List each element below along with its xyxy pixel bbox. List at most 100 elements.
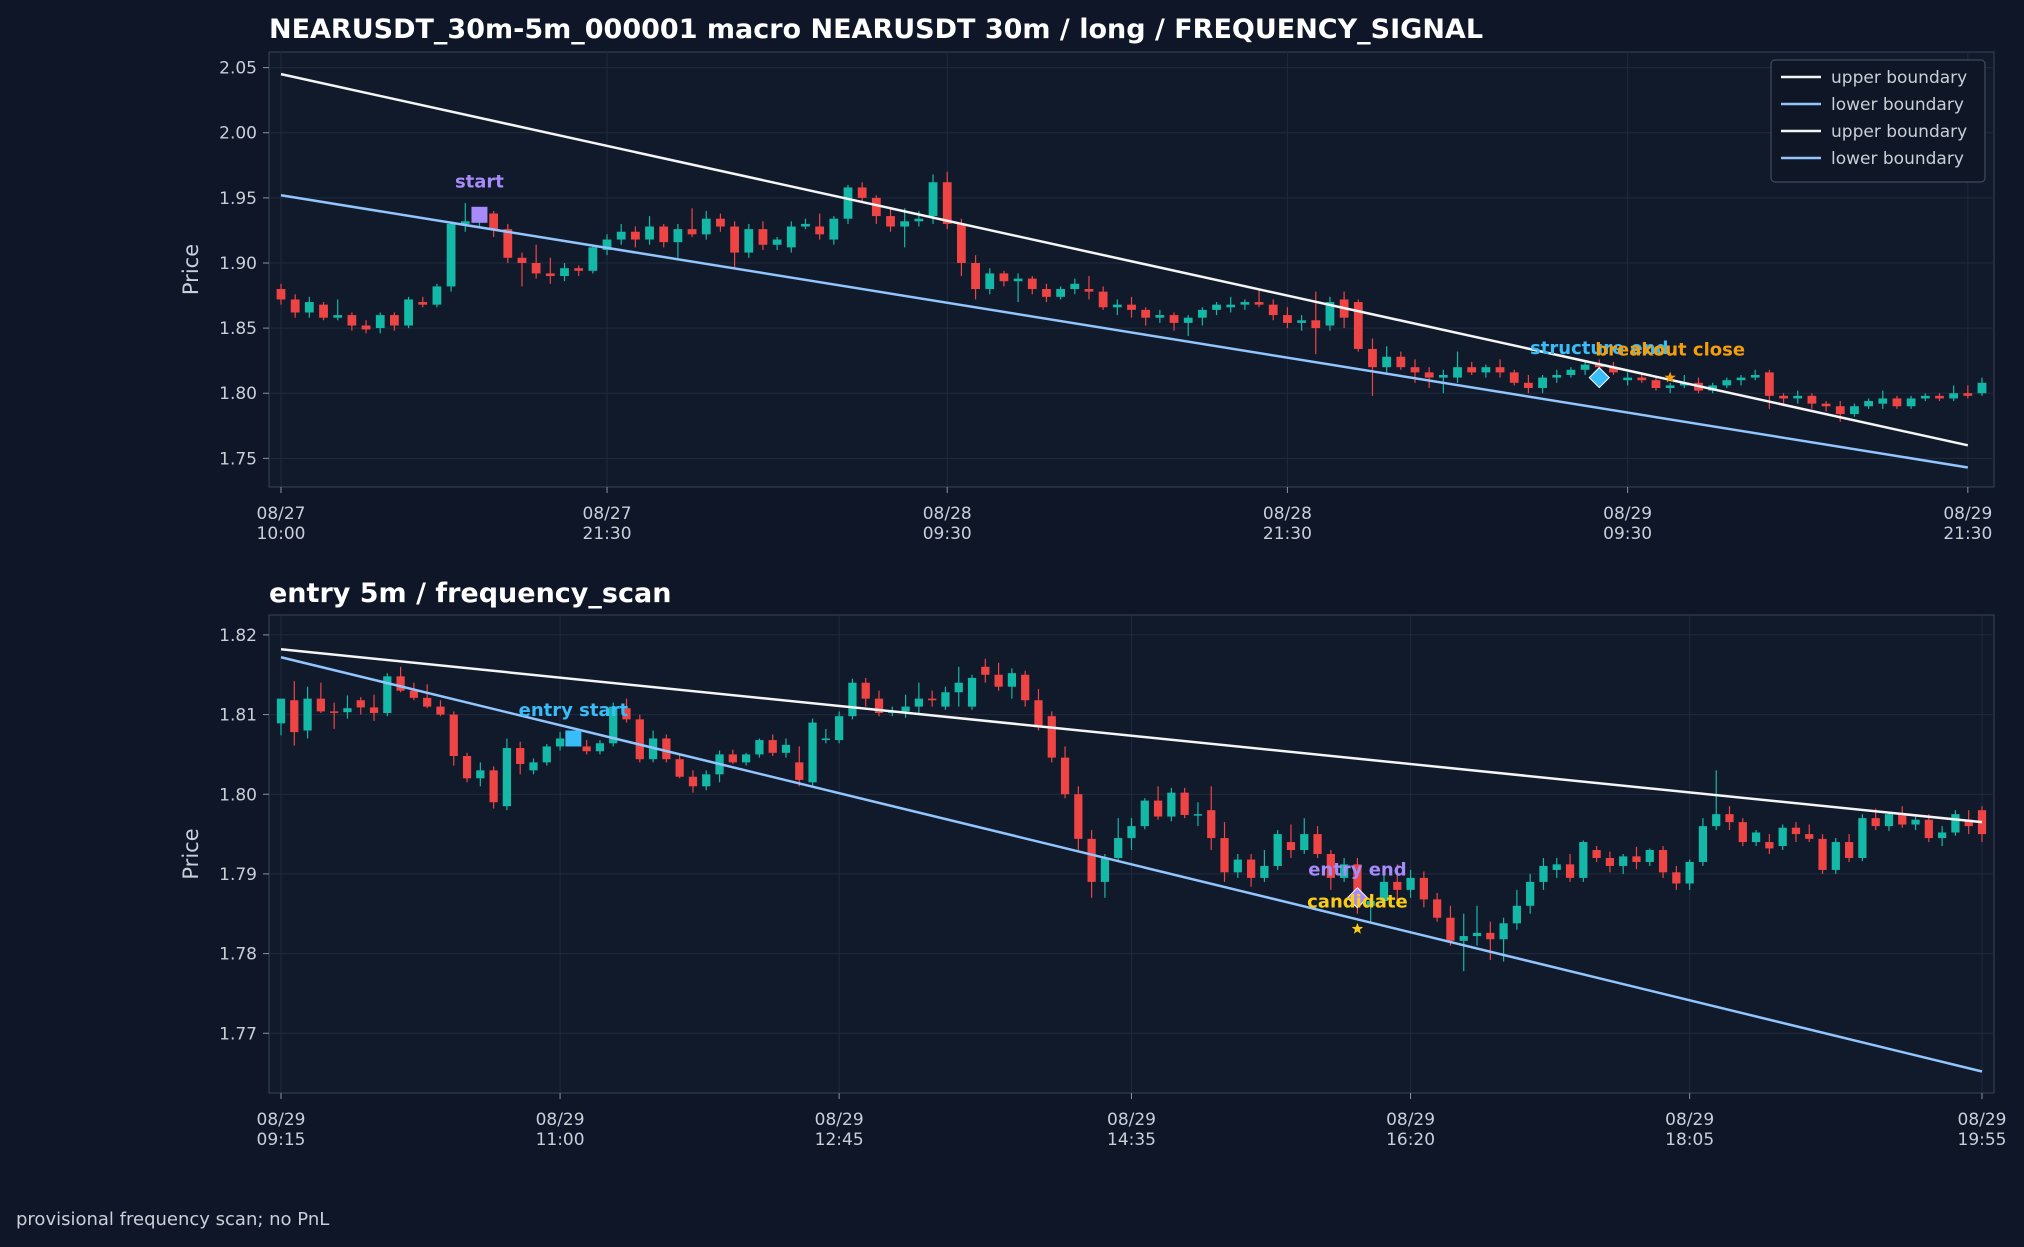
candle-body — [1453, 367, 1462, 378]
candle-body — [396, 676, 405, 691]
candle-body — [874, 698, 884, 713]
candle-body — [1552, 864, 1561, 870]
candle-body — [1472, 932, 1482, 937]
candle-body — [744, 229, 754, 253]
entry-start-marker — [565, 730, 582, 747]
candle-body — [999, 273, 1009, 282]
candle-body — [609, 706, 618, 744]
breakout-close-marker — [1664, 371, 1676, 383]
candle-body — [517, 257, 527, 263]
candle-body — [914, 698, 923, 707]
candle-body — [1672, 872, 1681, 884]
candle-body — [1722, 380, 1732, 386]
entry-end-label: entry end — [1308, 860, 1406, 881]
candle-body — [1283, 315, 1292, 323]
y-tick-label: 1.95 — [219, 189, 257, 209]
candle-body — [1736, 377, 1746, 381]
candle-body — [1850, 406, 1859, 415]
candle-body — [835, 716, 844, 741]
candle-body — [356, 700, 365, 708]
candle-body — [1665, 385, 1675, 389]
candle-body — [1878, 398, 1888, 404]
candle-body — [369, 707, 379, 713]
candle-body — [333, 315, 343, 318]
candle-body — [716, 218, 725, 227]
candle-body — [545, 273, 555, 277]
candle-body — [1764, 372, 1774, 396]
candle-body — [1127, 304, 1136, 310]
candle-body — [1712, 814, 1721, 827]
chart-title: NEARUSDT_30m-5m_000001 macro NEARUSDT 30… — [269, 14, 1483, 45]
y-tick-label: 1.77 — [219, 1024, 257, 1044]
candles — [276, 171, 1987, 422]
candle-body — [1155, 315, 1165, 318]
candle-body — [423, 697, 432, 707]
candle-body — [1658, 850, 1668, 873]
candle-body — [531, 262, 541, 274]
candle-body — [1619, 856, 1628, 866]
candle-body — [560, 268, 569, 277]
candle-body — [574, 268, 584, 271]
x-tick-label-time: 14:35 — [1107, 1130, 1156, 1150]
candle-body — [1056, 289, 1066, 297]
entry-end-marker — [1346, 887, 1369, 909]
candle-body — [861, 682, 870, 699]
candle-body — [985, 273, 995, 290]
candle-body — [928, 182, 938, 217]
candle-body — [1467, 367, 1477, 373]
candle-body — [1060, 757, 1070, 795]
candle-body — [290, 700, 299, 733]
candle-body — [1141, 309, 1151, 318]
candle-body — [436, 706, 445, 715]
candle-body — [1311, 320, 1321, 329]
candle-body — [1396, 356, 1406, 368]
candle-body — [432, 286, 442, 305]
candle-body — [1539, 865, 1548, 882]
candle-body — [1911, 819, 1920, 825]
candle-body — [1042, 289, 1051, 297]
candle-body — [1538, 377, 1547, 389]
candle-body — [1325, 302, 1335, 326]
upper-boundary-line — [280, 648, 1983, 824]
candle-body — [1260, 865, 1269, 878]
candle-body — [1791, 827, 1801, 835]
candle-body — [1892, 398, 1902, 407]
legend-entry: lower boundary — [1831, 95, 1964, 115]
candle-body — [755, 740, 764, 755]
candle-body — [1220, 838, 1229, 873]
candle-body — [815, 226, 825, 235]
x-tick-label-date: 08/29 — [1386, 1110, 1435, 1130]
candle-body — [622, 708, 631, 720]
candle-body — [914, 218, 924, 222]
candle-body — [1495, 367, 1505, 373]
candle-body — [1807, 395, 1817, 404]
candle-body — [516, 748, 525, 764]
candle-body — [1034, 700, 1043, 728]
candle-body — [1180, 792, 1189, 815]
candle-body — [316, 698, 325, 712]
candle-body — [1007, 673, 1017, 687]
x-tick-label-time: 19:55 — [1958, 1130, 2007, 1150]
candle-body — [1233, 859, 1242, 873]
candle-body — [1779, 395, 1788, 399]
x-tick-label-time: 09:15 — [257, 1130, 306, 1150]
y-tick-label: 1.80 — [219, 785, 257, 805]
candle-body — [1268, 304, 1278, 316]
candle-body — [1127, 826, 1136, 839]
candle-body — [1183, 317, 1193, 323]
candle-body — [758, 229, 768, 245]
candle-body — [957, 223, 966, 263]
y-tick-label: 1.79 — [219, 865, 257, 885]
candle-body — [1353, 302, 1363, 349]
candle-body — [886, 216, 895, 227]
x-tick-label-date: 08/29 — [1958, 1110, 2007, 1130]
candle-body — [1835, 406, 1845, 415]
chart-panel-1: NEARUSDT_30m-5m_000001 macro NEARUSDT 30… — [179, 14, 1995, 544]
candle-body — [1609, 367, 1618, 373]
candle-body — [1353, 864, 1362, 906]
start-label: start — [455, 171, 504, 192]
candle-body — [1565, 864, 1575, 878]
x-tick-label-date: 08/29 — [257, 1110, 306, 1130]
candle-body — [728, 754, 737, 763]
candidate-marker — [1351, 922, 1364, 934]
